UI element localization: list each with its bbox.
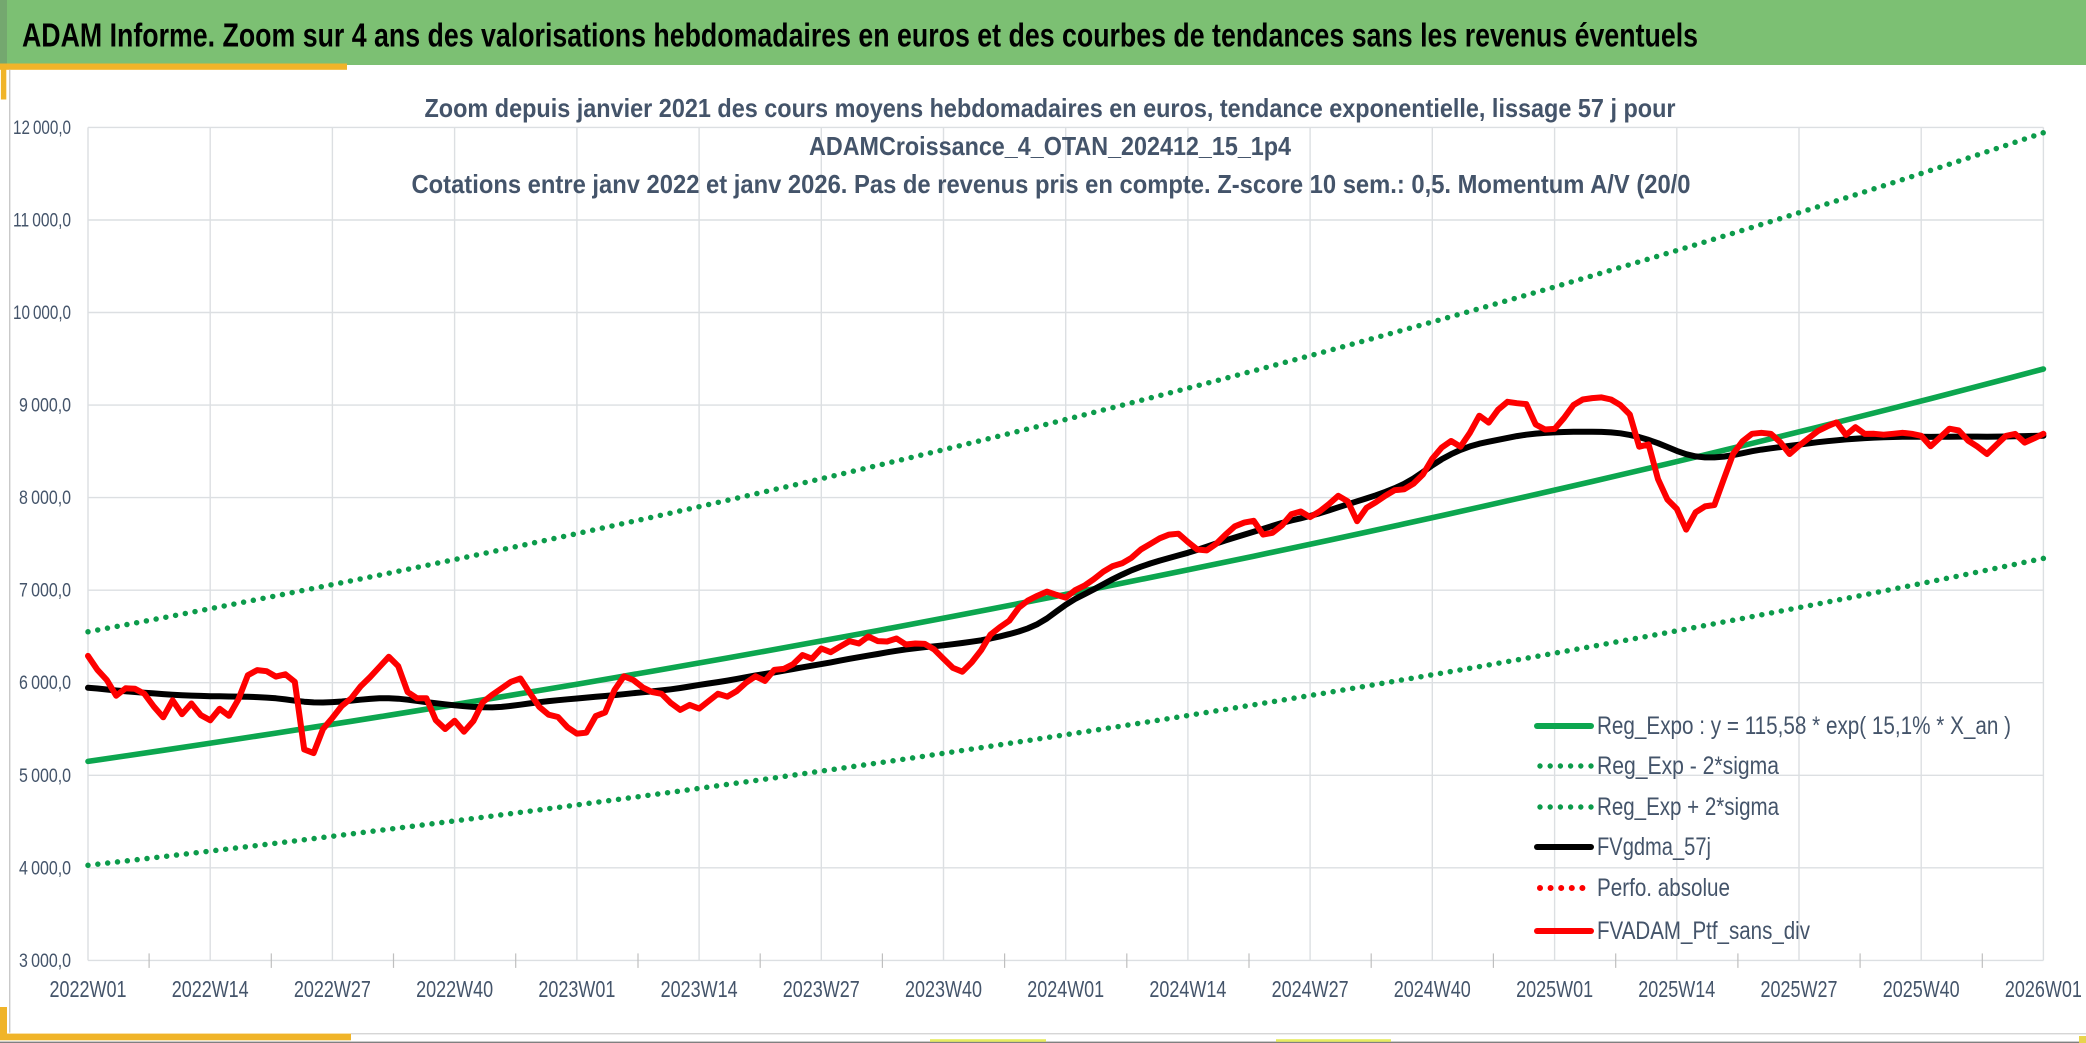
svg-text:6 000,0: 6 000,0	[19, 673, 71, 694]
svg-text:Zoom depuis janvier 2021 des c: Zoom depuis janvier 2021 des cours moyen…	[425, 93, 1676, 123]
svg-text:2023W01: 2023W01	[538, 976, 615, 1002]
svg-text:2024W40: 2024W40	[1394, 976, 1471, 1002]
svg-text:2026W01: 2026W01	[2005, 976, 2082, 1002]
svg-text:Cotations entre janv 2022 et j: Cotations entre janv 2022 et janv 2026. …	[412, 169, 1691, 199]
svg-text:2023W27: 2023W27	[783, 976, 860, 1002]
svg-text:2025W40: 2025W40	[1883, 976, 1960, 1002]
svg-text:Reg_Exp - 2*sigma: Reg_Exp - 2*sigma	[1597, 752, 1779, 780]
svg-text:Perfo. absolue: Perfo. absolue	[1597, 874, 1730, 902]
svg-text:2025W01: 2025W01	[1516, 976, 1593, 1002]
svg-text:ADAM Informe. Zoom sur 4 ans d: ADAM Informe. Zoom sur 4 ans des valoris…	[22, 17, 1698, 54]
svg-text:2024W01: 2024W01	[1027, 976, 1104, 1002]
svg-text:Reg_Exp + 2*sigma: Reg_Exp + 2*sigma	[1597, 793, 1779, 821]
svg-text:2024W14: 2024W14	[1149, 976, 1226, 1002]
svg-text:2023W14: 2023W14	[661, 976, 738, 1002]
svg-text:2022W27: 2022W27	[294, 976, 371, 1002]
svg-text:2023W40: 2023W40	[905, 976, 982, 1002]
svg-text:2022W40: 2022W40	[416, 976, 493, 1002]
svg-text:9 000,0: 9 000,0	[19, 396, 71, 417]
svg-text:FVgdma_57j: FVgdma_57j	[1597, 833, 1711, 861]
svg-text:4 000,0: 4 000,0	[19, 858, 71, 879]
svg-text:10 000,0: 10 000,0	[13, 303, 71, 324]
svg-text:7 000,0: 7 000,0	[19, 581, 71, 602]
svg-text:3 000,0: 3 000,0	[19, 951, 71, 972]
svg-text:ADAMCroissance_4_OTAN_202412_1: ADAMCroissance_4_OTAN_202412_15_1p4	[809, 131, 1291, 161]
svg-text:12 000,0: 12 000,0	[13, 118, 71, 139]
svg-text:FVADAM_Ptf_sans_div: FVADAM_Ptf_sans_div	[1597, 917, 1810, 945]
svg-text:2025W14: 2025W14	[1638, 976, 1715, 1002]
svg-text:2025W27: 2025W27	[1761, 976, 1838, 1002]
svg-text:2022W14: 2022W14	[172, 976, 249, 1002]
svg-text:8 000,0: 8 000,0	[19, 488, 71, 509]
svg-text:5 000,0: 5 000,0	[19, 766, 71, 787]
svg-text:2024W27: 2024W27	[1272, 976, 1349, 1002]
svg-text:Reg_Expo : y = 115,58 * exp( 1: Reg_Expo : y = 115,58 * exp( 15,1% * X_a…	[1597, 712, 2011, 740]
svg-text:11 000,0: 11 000,0	[13, 211, 71, 232]
svg-text:2022W01: 2022W01	[50, 976, 127, 1002]
